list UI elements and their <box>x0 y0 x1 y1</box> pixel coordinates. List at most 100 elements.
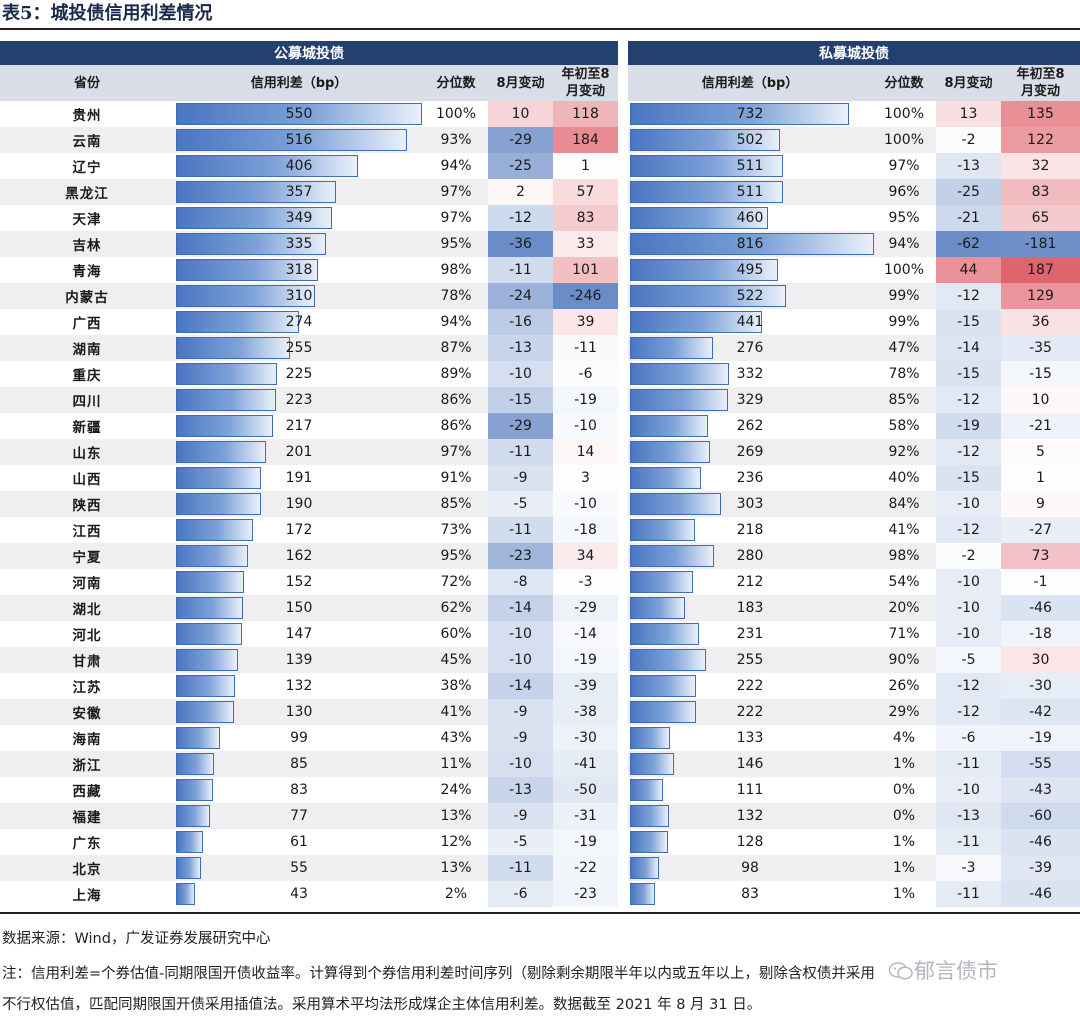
table-row: 天津 349 97% -12 83 460 95% -21 65 <box>0 205 1080 231</box>
pub-percentile-cell: 60% <box>440 626 472 642</box>
pri-ytd-change-cell: -42 <box>1001 699 1080 725</box>
pri-spread-cell: 303 <box>628 491 872 517</box>
pri-percentile-cell: 71% <box>888 626 920 642</box>
province-cell: 新疆 <box>72 420 102 436</box>
table-row: 云南 516 93% -29 184 502 100% -2 122 <box>0 127 1080 153</box>
pri-aug-change-cell: -13 <box>936 153 1001 179</box>
pub-aug-change-cell: -11 <box>488 439 553 465</box>
bottom-divider <box>0 912 1080 914</box>
title-divider <box>0 28 1080 30</box>
pub-percentile-cell: 41% <box>424 699 488 725</box>
table-row: 安徽 130 41% -9 -38 222 29% -12 -42 <box>0 699 1080 725</box>
pub-aug-change-cell: -11 <box>488 517 553 543</box>
column-gap <box>618 413 628 439</box>
spread-bar <box>176 129 407 151</box>
spread-value: 335 <box>285 236 313 252</box>
pub-aug-change-cell: -10 <box>488 647 553 673</box>
spread-bar <box>630 337 713 359</box>
table-row: 辽宁 406 94% -25 1 511 97% -13 32 <box>0 153 1080 179</box>
table-row: 河北 147 60% -10 -14 231 71% -10 -18 <box>0 621 1080 647</box>
pub-spread-cell: 130 <box>174 699 424 725</box>
table-row: 吉林 335 95% -36 33 816 94% -62 -181 <box>0 231 1080 257</box>
pri-percentile-cell: 90% <box>872 647 936 673</box>
table-row: 四川 223 86% -15 -19 329 85% -12 10 <box>0 387 1080 413</box>
province-cell: 青海 <box>72 264 102 280</box>
pub-spread-cell: 349 <box>174 205 424 231</box>
spread-value: 262 <box>736 418 764 434</box>
spread-bar <box>176 181 336 203</box>
pub-aug-change-cell: -13 <box>488 777 553 803</box>
pri-percentile-cell: 98% <box>872 543 936 569</box>
credit-spread-table: 公募城投债 私募城投债 省份 信用利差（bp） 分位数 8月变动 年初至8 月变动… <box>0 41 1080 907</box>
pri-aug-change-cell: -10 <box>936 569 1001 595</box>
spread-value: 162 <box>285 548 313 564</box>
spread-bar <box>630 207 768 229</box>
spread-value: 146 <box>736 756 764 772</box>
spread-bar <box>630 753 674 775</box>
province-cell: 安徽 <box>0 699 174 725</box>
pri-ytd-change-cell: 36 <box>1001 309 1080 335</box>
pub-spread-cell: 85 <box>174 751 424 777</box>
header-pri-spread: 信用利差（bp） <box>628 65 872 101</box>
spread-value: 274 <box>285 314 313 330</box>
pri-ytd-change-cell: 129 <box>1001 283 1080 309</box>
spread-bar <box>176 363 277 385</box>
spread-bar <box>630 597 685 619</box>
province-cell: 江苏 <box>72 680 102 696</box>
spread-value: 816 <box>736 236 764 252</box>
province-cell: 云南 <box>0 127 174 153</box>
pri-aug-change-cell: -3 <box>936 855 1001 881</box>
pri-aug-change-cell: -12 <box>936 387 1001 413</box>
spread-bar <box>176 337 291 359</box>
table-row: 浙江 85 11% -10 -41 146 1% -11 -55 <box>0 751 1080 777</box>
pri-ytd-change-cell: -35 <box>1001 335 1080 361</box>
province-cell: 河南 <box>72 576 102 592</box>
table-row: 河南 152 72% -8 -3 212 54% -10 -1 <box>0 569 1080 595</box>
pri-aug-change-cell: -6 <box>936 725 1001 751</box>
pri-percentile-cell: 95% <box>888 210 920 226</box>
pub-spread-cell: 147 <box>174 621 424 647</box>
spread-bar <box>176 441 266 463</box>
pub-aug-change-cell: -29 <box>488 413 553 439</box>
province-cell: 贵州 <box>72 108 102 124</box>
pub-spread-cell: 223 <box>174 387 424 413</box>
pub-ytd-change-cell: 101 <box>553 257 618 283</box>
pub-percentile-cell: 24% <box>440 782 472 798</box>
pri-spread-cell: 236 <box>628 465 872 491</box>
province-cell: 宁夏 <box>0 543 174 569</box>
pri-spread-cell: 83 <box>628 881 872 907</box>
spread-value: 147 <box>285 626 313 642</box>
pub-spread-cell: 357 <box>174 179 424 205</box>
spread-value: 83 <box>290 782 308 798</box>
spread-bar <box>630 181 783 203</box>
pub-spread-cell: 43 <box>174 881 424 907</box>
column-gap <box>618 361 628 387</box>
pub-aug-change-cell: -11 <box>488 855 553 881</box>
column-gap <box>618 153 628 179</box>
pub-spread-cell: 83 <box>174 777 424 803</box>
spread-bar <box>630 545 714 567</box>
province-cell: 福建 <box>0 803 174 829</box>
pri-aug-change-cell: -14 <box>936 335 1001 361</box>
pri-ytd-change-cell: 73 <box>1001 543 1080 569</box>
spread-bar <box>176 207 333 229</box>
pri-ytd-change-cell: -15 <box>1001 361 1080 387</box>
province-cell: 吉林 <box>0 231 174 257</box>
pub-percentile-cell: 97% <box>424 439 488 465</box>
spread-bar <box>630 519 696 541</box>
province-cell: 河北 <box>72 628 102 644</box>
pri-spread-cell: 222 <box>628 699 872 725</box>
spread-bar <box>176 883 196 905</box>
spread-value: 318 <box>285 262 313 278</box>
column-gap <box>618 231 628 257</box>
column-gap <box>618 309 628 335</box>
spread-value: 495 <box>736 262 764 278</box>
table-row: 内蒙古 310 78% -24 -246 522 99% -12 129 <box>0 283 1080 309</box>
spread-bar <box>630 233 874 255</box>
spread-bar <box>176 545 249 567</box>
spread-value: 225 <box>285 366 313 382</box>
spread-value: 85 <box>290 756 308 772</box>
pub-spread-cell: 550 <box>174 101 424 127</box>
column-gap <box>618 517 628 543</box>
spread-value: 130 <box>285 704 313 720</box>
